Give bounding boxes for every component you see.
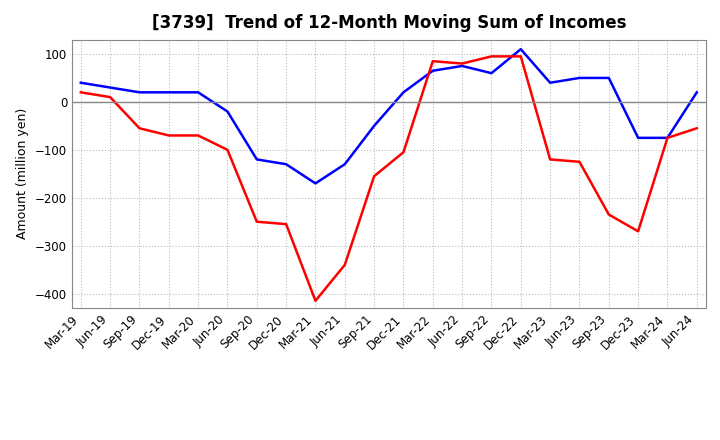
Ordinary Income <box>311 181 320 186</box>
Net Income <box>253 219 261 224</box>
Net Income <box>223 147 232 153</box>
Ordinary Income <box>458 63 467 69</box>
Net Income <box>634 229 642 234</box>
Ordinary Income <box>663 135 672 140</box>
Net Income <box>546 157 554 162</box>
Net Income <box>135 126 144 131</box>
Net Income <box>164 133 173 138</box>
Ordinary Income <box>634 135 642 140</box>
Line: Ordinary Income: Ordinary Income <box>81 49 697 183</box>
Ordinary Income <box>282 161 290 167</box>
Ordinary Income <box>546 80 554 85</box>
Net Income <box>106 95 114 100</box>
Net Income <box>76 90 85 95</box>
Ordinary Income <box>135 90 144 95</box>
Line: Net Income: Net Income <box>81 56 697 301</box>
Ordinary Income <box>164 90 173 95</box>
Net Income <box>516 54 525 59</box>
Y-axis label: Amount (million yen): Amount (million yen) <box>17 108 30 239</box>
Ordinary Income <box>428 68 437 73</box>
Ordinary Income <box>223 109 232 114</box>
Ordinary Income <box>605 75 613 81</box>
Ordinary Income <box>253 157 261 162</box>
Net Income <box>341 262 349 268</box>
Ordinary Income <box>106 85 114 90</box>
Net Income <box>428 59 437 64</box>
Ordinary Income <box>487 70 496 76</box>
Net Income <box>487 54 496 59</box>
Ordinary Income <box>194 90 202 95</box>
Net Income <box>458 61 467 66</box>
Ordinary Income <box>370 123 379 128</box>
Ordinary Income <box>399 90 408 95</box>
Ordinary Income <box>516 47 525 52</box>
Ordinary Income <box>76 80 85 85</box>
Net Income <box>605 212 613 217</box>
Title: [3739]  Trend of 12-Month Moving Sum of Incomes: [3739] Trend of 12-Month Moving Sum of I… <box>151 15 626 33</box>
Net Income <box>399 150 408 155</box>
Net Income <box>282 221 290 227</box>
Net Income <box>370 173 379 179</box>
Net Income <box>663 135 672 140</box>
Ordinary Income <box>575 75 584 81</box>
Ordinary Income <box>341 161 349 167</box>
Net Income <box>575 159 584 165</box>
Net Income <box>693 126 701 131</box>
Net Income <box>311 298 320 304</box>
Net Income <box>194 133 202 138</box>
Ordinary Income <box>693 90 701 95</box>
